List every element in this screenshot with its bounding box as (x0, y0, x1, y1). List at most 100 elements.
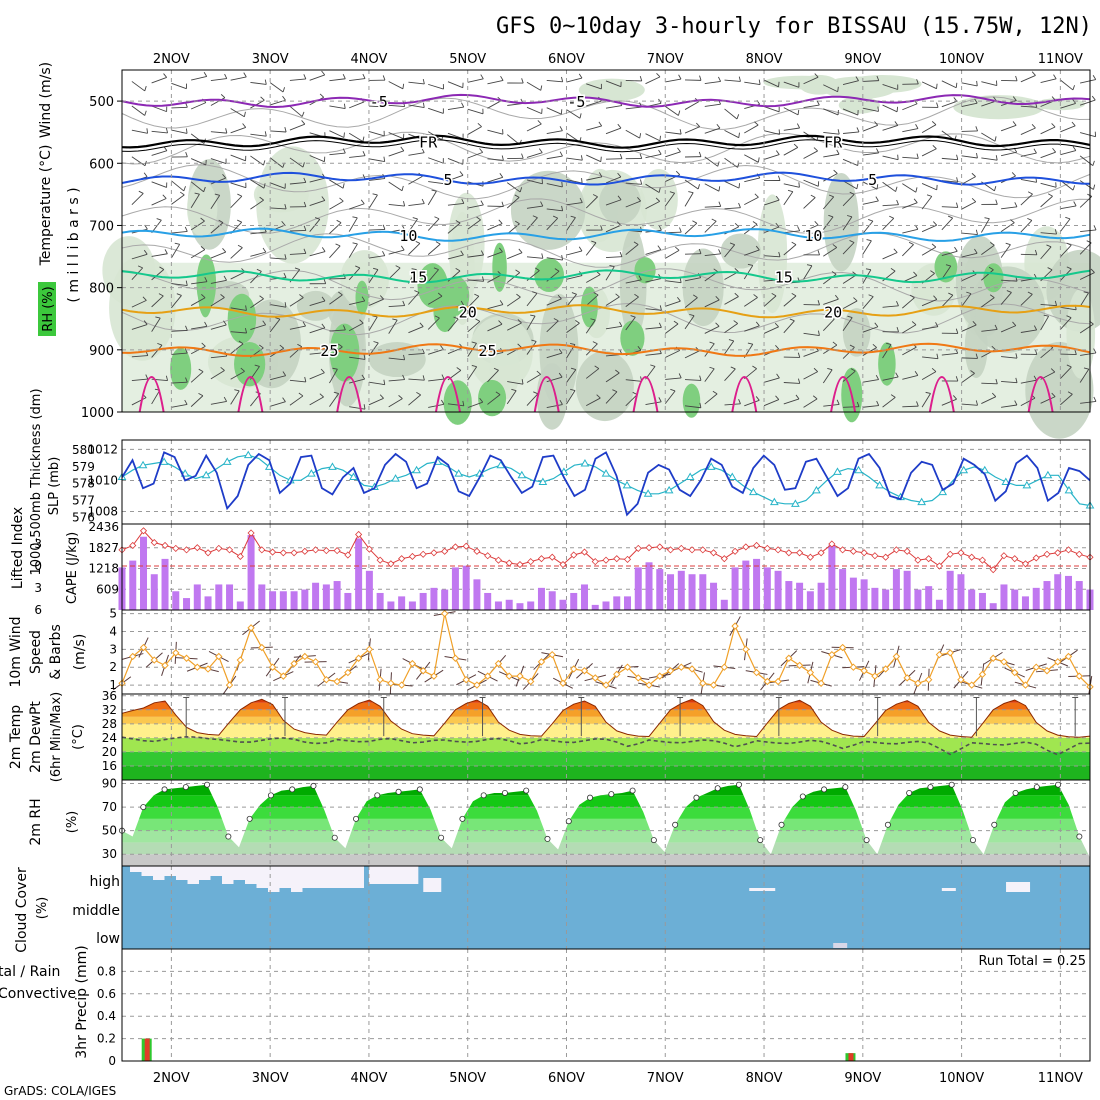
isotherm-label: 20 (824, 303, 842, 321)
wind-barb (1000, 222, 1015, 232)
lifted-index-point (344, 551, 352, 559)
isotherm-label: 5 (443, 171, 452, 189)
wind-barb-flag (1092, 160, 1095, 166)
wind-barb-flag (440, 345, 444, 350)
wind-barb (526, 205, 543, 209)
wind-barb (487, 323, 503, 332)
wind-barb (546, 217, 559, 231)
wind-barb-flag (403, 354, 406, 360)
wind-barb (1001, 206, 1018, 210)
cape-bar (484, 592, 492, 610)
wind-barb (408, 353, 425, 356)
wind-speed-point (483, 672, 492, 680)
wind-barb (1001, 404, 1018, 408)
wind-barb-flag (342, 74, 346, 79)
wind-barb-flag (713, 268, 719, 273)
wind-barb (744, 196, 759, 206)
wind-barb-flag (282, 95, 286, 101)
wind-barb (902, 103, 918, 111)
wind-barb (447, 174, 464, 182)
wind-barb-flag (990, 242, 995, 246)
wind-barb-flag (896, 301, 899, 306)
wind-barb (724, 368, 736, 382)
wind-barb-flag (931, 121, 937, 126)
lifted-index-point (193, 544, 201, 552)
wind-barb-flag (916, 153, 919, 159)
wind-barb (665, 377, 682, 380)
wind-barb (210, 222, 224, 234)
wind-barb (1020, 179, 1037, 183)
wind-speed-point (172, 649, 180, 657)
wind-barb-flag (571, 292, 577, 295)
wind-barb (309, 396, 324, 406)
thickness-point (748, 487, 758, 496)
wind-barb-flag (849, 191, 855, 195)
wind-barb-flag (893, 248, 898, 253)
wind-barb (665, 249, 680, 259)
rh-point (948, 781, 955, 788)
wind-barb (803, 398, 818, 408)
thickness-point (833, 467, 842, 475)
cape-tick-label: 1218 (88, 562, 119, 576)
wind-barb-flag (578, 73, 583, 79)
wind-barb (507, 381, 524, 385)
wind-barb-flag (284, 127, 287, 133)
wind-barb-flag (619, 251, 623, 257)
wind-barb-flag (1072, 146, 1077, 151)
rh-point (799, 793, 806, 800)
lifted-index-point (591, 558, 599, 566)
wind-barb (902, 297, 915, 309)
lifted-index-point (1021, 560, 1030, 568)
wind-barb (665, 280, 682, 284)
wind-barb (902, 324, 917, 334)
wind-barb-flag (412, 217, 418, 220)
wind-barb (487, 394, 501, 405)
cape-bar (398, 596, 406, 610)
wind-barb (270, 130, 287, 133)
cape-bar (559, 599, 567, 610)
lifted-index-point (968, 553, 976, 561)
wind-barb (190, 133, 205, 144)
wind-barb (684, 101, 700, 110)
wind-barb-flag (617, 123, 622, 129)
wind-barb-flag (675, 170, 681, 176)
cape-bar (1075, 581, 1083, 610)
wind-speed-point (225, 681, 234, 689)
wind-barb-flag (971, 172, 976, 177)
wind-barb (487, 223, 503, 231)
wind-barb-flag (1015, 75, 1018, 81)
wind-barb-flag (200, 217, 205, 222)
wind-barb (1000, 244, 1011, 258)
wind-barb-flag (797, 109, 800, 115)
wind-barb (566, 275, 583, 280)
cape-bar (710, 582, 718, 610)
wind-barb-flag (373, 267, 379, 271)
wind-barb (151, 130, 168, 134)
wind-barb (526, 393, 539, 406)
wind-barb (585, 368, 600, 379)
wind-barb (171, 283, 188, 286)
cape-bar (516, 603, 524, 610)
wind-barb (605, 127, 622, 135)
wind-barb-flag (914, 370, 919, 376)
x-tick-label-top: 10NOV (939, 52, 984, 67)
cape-bar (387, 601, 395, 610)
wind-barb-flag (896, 106, 899, 112)
lifted-index-point (473, 547, 481, 555)
wind-barb-flag (184, 348, 188, 354)
cape-tick-label: 609 (96, 582, 119, 596)
wind-barb (981, 328, 998, 332)
warm-contour-hump (336, 376, 363, 413)
isotherm-2 (121, 171, 1091, 186)
wind-barb (210, 324, 227, 330)
wind-barb (704, 368, 715, 382)
wind-speed-point (397, 681, 406, 689)
cape-bar (150, 574, 158, 610)
cape-bar (892, 569, 900, 610)
wind-barb (210, 131, 227, 134)
wind-barb-flag (832, 341, 838, 346)
thickness-point (622, 480, 632, 489)
wind-barb-flag (755, 245, 760, 251)
wind-barb (1040, 195, 1053, 208)
wind-barb-flag (284, 254, 287, 260)
